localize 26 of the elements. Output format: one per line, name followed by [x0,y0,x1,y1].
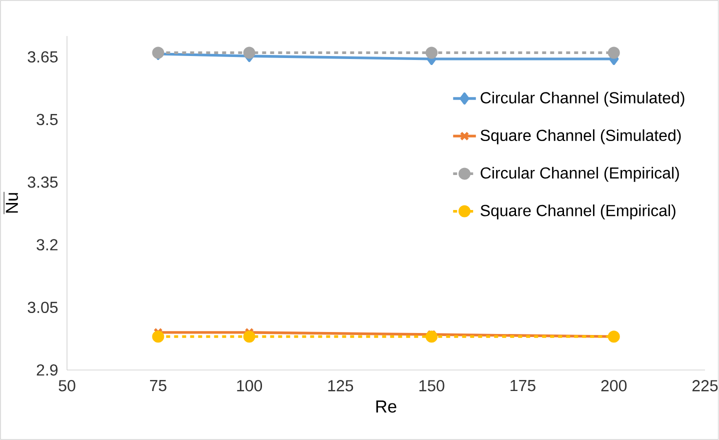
y-axis-title: $\overline{\mathrm{Nu}}$ [4,192,18,214]
y-tick-label: 2.9 [36,364,58,376]
point [243,330,256,343]
x-tick-label: 125 [328,380,354,392]
y-tick-label: 3.2 [36,239,58,250]
legend-label: Square Channel (Simulated) [480,129,681,144]
y-tick-label: 3.05 [28,302,58,314]
x-tick-label: 150 [419,380,444,392]
y-tick-label: 3.65 [28,51,58,63]
point [243,46,256,59]
x-tick-label: 200 [601,380,627,392]
point [608,46,620,59]
x-tick-label: 175 [510,380,536,392]
y-tick-label: 3.5 [36,114,58,126]
legend-label: Circular Channel (Empirical) [480,166,679,182]
x-tick-label: 50 [58,380,76,392]
legend-label: Square Channel (Empirical) [480,204,676,220]
point [152,330,164,343]
point [426,46,438,59]
x-tick-label: 75 [150,380,166,392]
x-tick-label: 225 [692,380,718,392]
y-tick-label: 3.35 [28,176,58,188]
x-axis-title: Re [376,400,396,413]
point [426,330,438,343]
x-tick-label: 100 [237,380,262,392]
legend-label: Circular Channel (Simulated) [480,92,684,107]
